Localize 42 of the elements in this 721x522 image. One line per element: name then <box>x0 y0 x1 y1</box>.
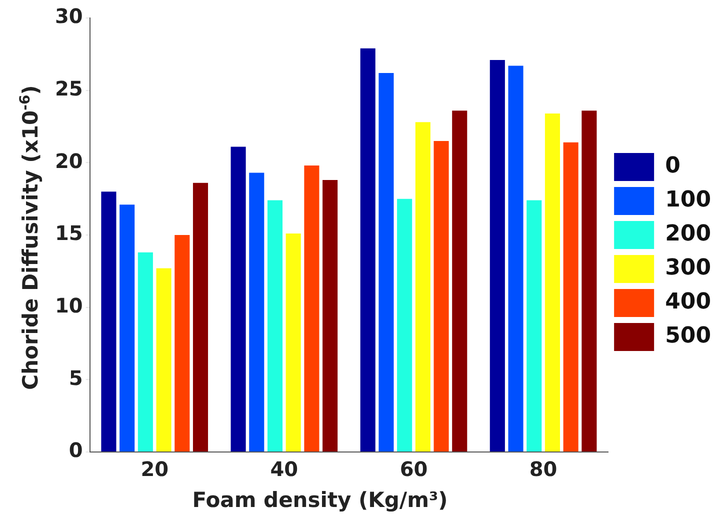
bar <box>490 60 505 452</box>
x-tick-label: 60 <box>400 457 428 482</box>
legend-label: 100 <box>665 188 712 213</box>
x-tick-label: 40 <box>270 457 298 482</box>
y-tick-label: 5 <box>68 366 83 390</box>
y-tick-label: 20 <box>54 148 83 173</box>
legend-label: 300 <box>665 256 712 281</box>
bar <box>304 166 320 452</box>
bar <box>322 180 338 452</box>
x-axis-title: Foam density (Kg/m³) <box>191 488 449 512</box>
bar <box>267 200 283 452</box>
bar <box>286 234 301 452</box>
y-tick-label: 25 <box>54 76 83 101</box>
legend-label: 200 <box>665 222 712 247</box>
legend-label: 0 <box>665 154 680 179</box>
legend-label: 500 <box>665 324 712 349</box>
bar <box>582 110 597 452</box>
bar <box>101 192 116 452</box>
bar <box>174 235 190 452</box>
bar <box>378 72 394 452</box>
bar <box>138 252 153 452</box>
bar <box>563 142 578 452</box>
y-tick-label: 0 <box>68 438 83 462</box>
y-tick-label: 10 <box>54 294 83 318</box>
y-tick-label: 15 <box>54 221 83 246</box>
x-tick-label: 20 <box>140 457 169 482</box>
bar <box>544 113 560 452</box>
bar <box>508 66 524 452</box>
y-tick-label: 30 <box>54 4 83 28</box>
x-tick-label: 80 <box>529 457 558 482</box>
bar <box>156 268 172 452</box>
bar <box>120 204 135 452</box>
bar <box>192 182 208 452</box>
bar <box>452 110 468 452</box>
bar <box>415 122 430 452</box>
legend-label: 400 <box>665 290 712 315</box>
bar <box>230 146 246 452</box>
bar <box>434 140 449 452</box>
bar <box>397 198 412 452</box>
bar <box>249 172 264 452</box>
bar <box>526 200 542 452</box>
bar <box>360 48 376 452</box>
